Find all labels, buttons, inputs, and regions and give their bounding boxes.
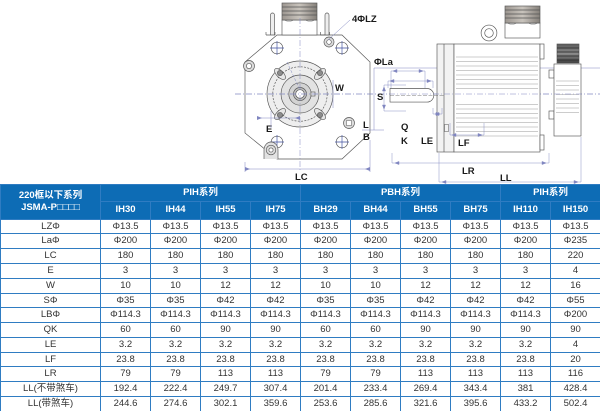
svg-text:Q: Q xyxy=(401,122,408,133)
svg-text:S: S xyxy=(377,92,383,103)
svg-text:L: L xyxy=(363,120,369,131)
svg-text:LF: LF xyxy=(458,138,470,149)
svg-text:W: W xyxy=(335,83,344,94)
svg-text:K: K xyxy=(401,136,408,147)
svg-text:LC: LC xyxy=(295,172,308,183)
svg-text:LR: LR xyxy=(462,166,475,177)
svg-text:4ΦLZ: 4ΦLZ xyxy=(352,14,377,25)
svg-text:E: E xyxy=(266,124,272,135)
svg-text:ΦLa: ΦLa xyxy=(374,57,394,68)
svg-text:LL: LL xyxy=(500,173,512,184)
svg-text:LE: LE xyxy=(421,136,433,147)
svg-text:B: B xyxy=(363,132,370,143)
